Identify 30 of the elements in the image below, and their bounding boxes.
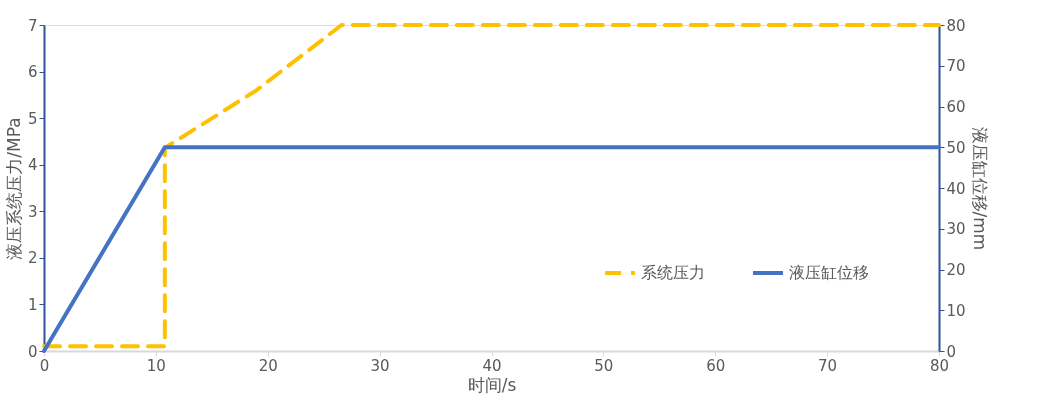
y-axis-title: 液压系统压力/MPa: [3, 117, 24, 260]
x-axis-title: 时间/s: [467, 374, 517, 395]
y2-axis-title: 液压缸位移/mm: [969, 126, 990, 251]
y-tick-label: 4: [27, 156, 38, 175]
y-tick-label: 1: [27, 295, 38, 314]
x-tick-label: 0: [39, 356, 50, 375]
y2-tick-label: 30: [946, 220, 966, 239]
y-tick-label: 7: [27, 16, 38, 35]
x-tick-label: 60: [706, 356, 726, 375]
y2-tick-label: 20: [946, 261, 966, 279]
line-series: [42, 23, 941, 349]
y-tick-label: 0: [27, 342, 38, 361]
y-tick-label: 6: [27, 63, 38, 82]
x-tick-label: 40: [482, 356, 502, 375]
x-tick-label: 10: [146, 356, 166, 375]
y2-tick-label: 40: [946, 179, 966, 198]
x-tick-label: 20: [258, 356, 278, 375]
y2-tick-label: 70: [946, 57, 966, 76]
x-tick-label: 50: [594, 356, 614, 375]
y2-tick-label: 80: [946, 16, 966, 35]
y-tick-label: 3: [27, 202, 38, 221]
y2-tick-label: 60: [946, 98, 966, 116]
y-tick-label: 2: [27, 249, 38, 268]
y2-tick-label: 10: [946, 301, 966, 320]
legend-label: 系统压力: [641, 263, 705, 282]
x-tick-label: 30: [370, 356, 390, 375]
legend-label: 液压缸位移: [789, 263, 869, 282]
y2-tick-label: 50: [946, 138, 966, 157]
x-tick-label: 70: [818, 356, 838, 375]
y-tick-label: 5: [27, 109, 38, 128]
